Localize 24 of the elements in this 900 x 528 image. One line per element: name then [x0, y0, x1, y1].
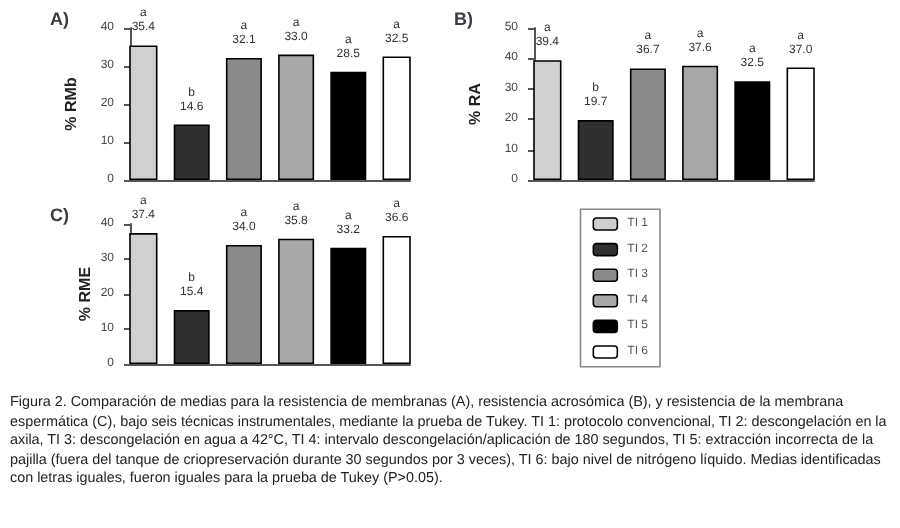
- bar: [129, 45, 158, 180]
- chart-title: C): [50, 205, 69, 225]
- bar: [225, 245, 262, 364]
- bar: [682, 65, 719, 180]
- bar: [382, 56, 411, 180]
- chart-title: B): [454, 9, 473, 29]
- y-axis-title: % RME: [75, 265, 94, 322]
- bar: [629, 68, 666, 180]
- chart-title: A): [50, 9, 69, 29]
- bar: [786, 67, 815, 180]
- bar: [173, 124, 210, 180]
- y-axis-title: % RMb: [61, 77, 80, 131]
- bar: [330, 247, 367, 364]
- bar: [577, 120, 614, 180]
- bar: [173, 310, 210, 364]
- bar: [278, 54, 315, 180]
- bar: [278, 238, 315, 364]
- bar: [129, 233, 158, 364]
- y-axis-title: % RA: [465, 82, 484, 125]
- bar: [734, 81, 771, 180]
- bar: [382, 235, 411, 364]
- bar: [330, 71, 367, 180]
- bar: [225, 58, 262, 180]
- bar: [533, 60, 562, 180]
